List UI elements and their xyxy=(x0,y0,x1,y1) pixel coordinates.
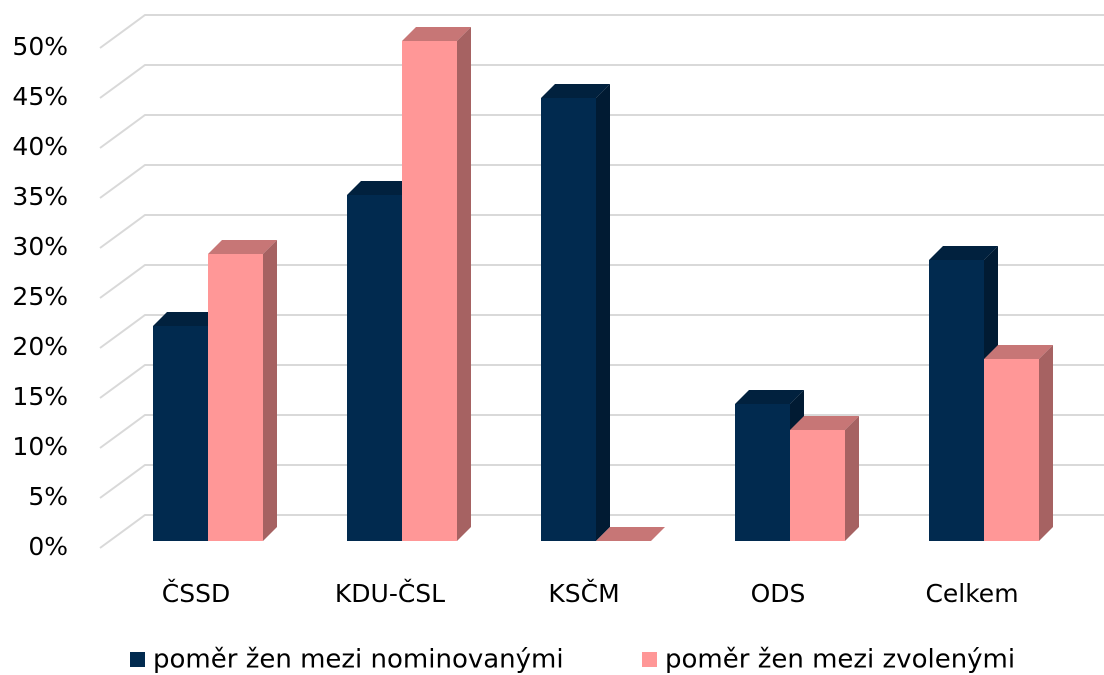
legend-label: poměr žen mezi nominovanými xyxy=(153,645,564,675)
bar xyxy=(208,254,263,541)
bar-top xyxy=(735,390,804,404)
bar-top xyxy=(541,84,610,98)
bar xyxy=(402,41,457,541)
grid-line xyxy=(99,164,1104,199)
grid-line xyxy=(99,64,1104,99)
bar-side xyxy=(845,416,859,541)
bar-side xyxy=(457,27,471,541)
grid-line xyxy=(99,364,1104,399)
bar xyxy=(541,98,596,541)
x-tick-label: KSČM xyxy=(548,578,619,608)
grid-line xyxy=(99,264,1104,299)
bar-top xyxy=(208,240,277,254)
y-tick-label: 25% xyxy=(12,282,68,311)
bar-top xyxy=(153,312,222,326)
y-tick-label: 30% xyxy=(12,232,68,261)
bar-side xyxy=(1039,345,1053,541)
bar xyxy=(153,326,208,541)
y-tick-label: 0% xyxy=(28,532,68,561)
grid-line xyxy=(99,214,1104,249)
y-tick-label: 50% xyxy=(12,32,68,61)
grid-line xyxy=(99,114,1104,149)
x-tick-label: Celkem xyxy=(925,579,1018,608)
bar-top xyxy=(402,27,471,41)
y-tick-label: 45% xyxy=(12,82,68,111)
y-tick-label: 35% xyxy=(12,182,68,211)
bar xyxy=(347,195,402,541)
bar-top xyxy=(347,181,416,195)
legend-swatch xyxy=(130,652,145,667)
bar-top xyxy=(790,416,859,430)
bar-side xyxy=(263,240,277,541)
x-tick-label: ČSSD xyxy=(162,578,230,608)
grid-line xyxy=(99,314,1104,349)
legend-swatch xyxy=(642,652,657,667)
bar xyxy=(735,404,790,541)
y-tick-label: 40% xyxy=(12,132,68,161)
bar-top xyxy=(984,345,1053,359)
y-tick-label: 10% xyxy=(12,432,68,461)
bar xyxy=(984,359,1039,541)
x-tick-label: ODS xyxy=(751,579,806,608)
y-tick-label: 15% xyxy=(12,382,68,411)
x-tick-label: KDU-ČSL xyxy=(335,578,445,608)
grid-line xyxy=(99,14,1104,49)
y-tick-label: 20% xyxy=(12,332,68,361)
bar xyxy=(790,430,845,541)
legend-label: poměr žen mezi zvolenými xyxy=(665,645,1015,675)
bar-top xyxy=(929,246,998,260)
y-tick-label: 5% xyxy=(28,482,68,511)
bar-top xyxy=(596,527,665,541)
bar-side xyxy=(596,84,610,541)
bar xyxy=(929,260,984,541)
